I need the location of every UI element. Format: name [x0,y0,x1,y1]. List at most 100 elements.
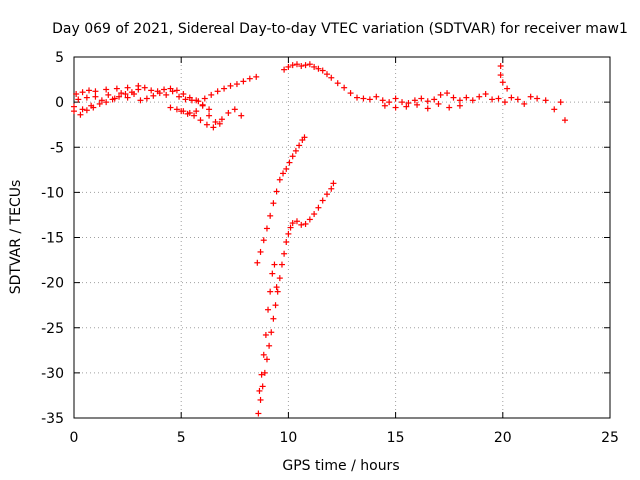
x-axis-label: GPS time / hours [282,458,399,474]
data-point [476,93,483,100]
data-point [405,100,412,107]
data-point [273,188,280,195]
data-point [311,63,318,70]
data-point [424,105,431,112]
data-point [499,79,506,86]
data-point [542,97,549,104]
data-point [315,65,322,72]
data-point [366,96,373,103]
y-tick-label: -15 [41,231,64,247]
data-point [270,200,277,207]
data-point [281,66,288,73]
data-point [497,63,504,70]
data-point [240,78,247,85]
data-point [141,84,148,91]
data-point [135,82,142,89]
data-point [178,108,185,115]
y-tick-label: -5 [50,140,64,156]
data-point [273,284,280,291]
data-point [150,92,157,99]
data-point [206,112,213,119]
y-tick-label: 5 [55,50,64,66]
data-point [186,94,193,101]
data-point [257,248,264,255]
data-point [274,288,281,295]
data-point [143,95,150,102]
data-point [246,75,253,82]
data-point [173,106,180,113]
data-point [298,221,305,228]
data-point [373,93,380,100]
data-point [260,237,267,244]
data-point [283,239,290,246]
data-point [403,103,410,110]
data-point [514,96,521,103]
data-point [214,88,221,95]
data-point [289,220,296,227]
data-point [315,204,322,211]
data-point [263,356,270,363]
data-point [469,97,476,104]
data-point [286,159,293,166]
chart-title: Day 069 of 2021, Sidereal Day-to-day VTE… [52,21,628,37]
x-tick-label: 25 [601,430,619,446]
data-point [551,106,558,113]
data-point [253,73,260,80]
data-point [330,180,337,187]
data-point [137,97,144,104]
data-point [118,90,125,97]
data-point [296,142,303,149]
y-tick-label: -20 [41,276,64,292]
data-point [262,331,269,338]
data-point [269,270,276,277]
data-point [208,91,215,98]
data-point [199,102,206,109]
y-tick-label: 0 [55,95,64,111]
data-point [161,86,168,93]
data-point [103,99,110,106]
data-point [446,104,453,111]
x-tick-label: 20 [494,430,512,446]
data-point [527,93,534,100]
data-point [292,147,299,154]
data-point [113,85,120,92]
data-point [79,106,86,113]
data-point [281,250,288,257]
data-point [289,62,296,69]
data-point [180,91,187,98]
data-point [283,165,290,172]
data-point [306,61,313,68]
data-point [221,85,228,92]
data-point [379,97,386,104]
data-point [92,88,99,95]
data-point [163,91,170,98]
data-point [298,63,305,70]
data-point [456,102,463,109]
data-point [399,99,406,106]
data-point [456,97,463,104]
data-point [521,100,528,107]
data-point [148,87,155,94]
data-point [534,95,541,102]
data-point [267,288,274,295]
data-point [83,107,90,114]
data-point [306,216,313,223]
data-point [381,102,388,109]
data-point [463,94,470,101]
data-point [266,342,273,349]
data-point [289,153,296,160]
data-point [98,97,105,104]
data-point [109,96,116,103]
data-point [128,89,135,96]
data-point [323,191,330,198]
data-point [561,117,568,124]
data-point [272,302,279,309]
data-points [71,61,568,417]
data-point [216,120,223,127]
x-tick-label: 10 [279,430,297,446]
data-point [489,96,496,103]
data-point [255,410,262,417]
data-point [285,63,292,70]
data-point [418,95,425,102]
data-point [83,94,90,101]
